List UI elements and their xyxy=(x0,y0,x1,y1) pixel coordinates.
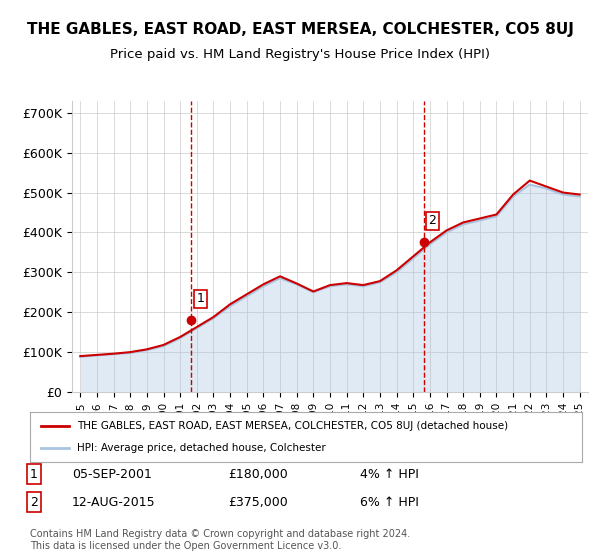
Text: £375,000: £375,000 xyxy=(228,496,288,508)
Text: HPI: Average price, detached house, Colchester: HPI: Average price, detached house, Colc… xyxy=(77,443,326,453)
Text: 12-AUG-2015: 12-AUG-2015 xyxy=(72,496,155,508)
Text: THE GABLES, EAST ROAD, EAST MERSEA, COLCHESTER, CO5 8UJ: THE GABLES, EAST ROAD, EAST MERSEA, COLC… xyxy=(26,22,574,38)
Text: 1: 1 xyxy=(196,292,204,305)
Text: Contains HM Land Registry data © Crown copyright and database right 2024.
This d: Contains HM Land Registry data © Crown c… xyxy=(30,529,410,551)
Text: 1: 1 xyxy=(30,468,38,480)
Text: Price paid vs. HM Land Registry's House Price Index (HPI): Price paid vs. HM Land Registry's House … xyxy=(110,48,490,60)
Text: 2: 2 xyxy=(428,214,436,227)
Text: THE GABLES, EAST ROAD, EAST MERSEA, COLCHESTER, CO5 8UJ (detached house): THE GABLES, EAST ROAD, EAST MERSEA, COLC… xyxy=(77,421,508,431)
Text: 05-SEP-2001: 05-SEP-2001 xyxy=(72,468,152,480)
Text: £180,000: £180,000 xyxy=(228,468,288,480)
Text: 2: 2 xyxy=(30,496,38,508)
Text: 4% ↑ HPI: 4% ↑ HPI xyxy=(360,468,419,480)
Text: 6% ↑ HPI: 6% ↑ HPI xyxy=(360,496,419,508)
